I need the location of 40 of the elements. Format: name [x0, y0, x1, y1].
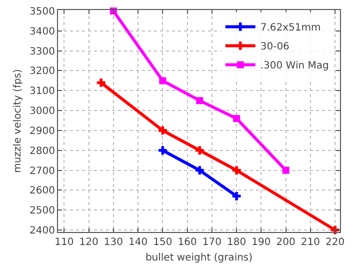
y-tick-label: 2700 — [30, 166, 55, 177]
x-tick-label: 210 — [300, 237, 320, 248]
point — [232, 192, 241, 200]
point — [282, 166, 290, 174]
x-tick-label: 110 — [54, 237, 74, 248]
y-tick-label: 2800 — [30, 146, 55, 157]
x-axis-title: bullet weight (grains) — [145, 252, 253, 264]
y-tick-label: 3400 — [30, 26, 55, 38]
legend-label: .300 Win Mag — [260, 60, 329, 72]
y-tick-label: 3000 — [30, 106, 55, 118]
point — [159, 77, 166, 84]
y-axis-title: muzzle velocity (fps) — [12, 68, 24, 173]
x-tick-label: 150 — [153, 237, 172, 248]
legend-label: 7.62x51mm — [260, 22, 321, 34]
point — [233, 115, 240, 122]
point — [196, 97, 204, 104]
point — [232, 166, 241, 174]
point — [195, 146, 204, 155]
point — [158, 126, 167, 135]
y-tick-label: 3500 — [30, 6, 55, 18]
point — [96, 78, 106, 87]
x-tick-label: 120 — [79, 237, 98, 248]
y-tick-label: 2400 — [30, 226, 55, 237]
x-tick-label: 190 — [252, 237, 271, 248]
y-tick-label: 3200 — [30, 66, 55, 78]
x-tick-label: 170 — [202, 237, 222, 248]
x-tick-label: 200 — [276, 237, 296, 248]
point — [195, 166, 204, 174]
x-tick-label: 220 — [326, 237, 345, 248]
y-tick-label: 3300 — [30, 46, 55, 58]
point — [158, 146, 167, 155]
y-tick-label: 3100 — [30, 86, 55, 98]
y-tick-label: 2500 — [30, 206, 55, 217]
legend-label: 30-06 — [260, 42, 290, 53]
x-tick-label: 180 — [227, 237, 246, 248]
y-tick-label: 2600 — [30, 186, 55, 197]
x-tick-label: 160 — [178, 237, 197, 248]
x-tick-label: 140 — [128, 237, 148, 248]
x-tick-label: 130 — [104, 237, 123, 248]
y-tick-label: 2900 — [30, 126, 55, 137]
